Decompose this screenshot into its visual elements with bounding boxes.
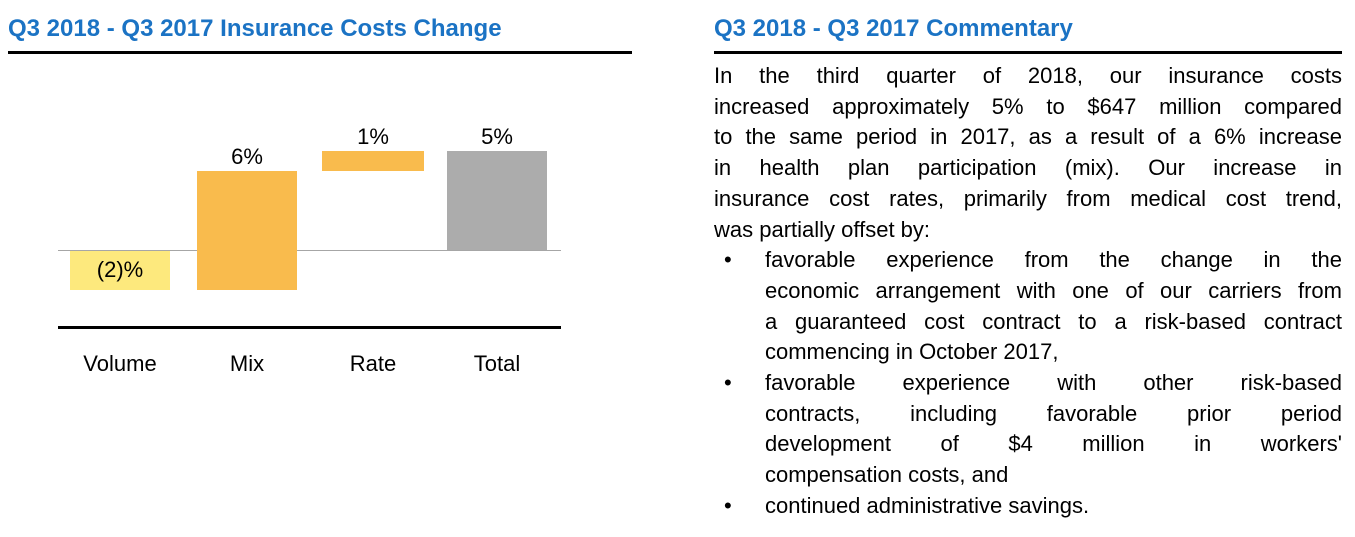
bar-volume — [70, 251, 170, 290]
chart-title-underline — [8, 51, 632, 54]
commentary-title-underline — [714, 51, 1342, 54]
commentary-text-block: In the third quarter of 2018, our insura… — [714, 61, 1342, 522]
commentary-title: Q3 2018 - Q3 2017 Commentary — [714, 15, 1073, 42]
value-label-volume: (2)% — [96, 257, 144, 282]
category-label-total: Total — [473, 351, 521, 376]
bar-total — [447, 151, 547, 250]
bullet-line: contracts, including favorable prior per… — [765, 400, 1342, 426]
bullet-line: favorable experience from the change in … — [765, 247, 1342, 273]
bullet-line: economic arrangement with one of our car… — [765, 277, 1342, 303]
category-label-rate: Rate — [349, 351, 397, 376]
chart-baseline-rule — [58, 326, 561, 329]
chart-zero-axis-line — [58, 250, 561, 251]
bullet-line: commencing in October 2017, — [765, 339, 1059, 365]
bullet-icon: • — [724, 492, 732, 518]
bullet-text: favorable experience from the change in … — [765, 245, 1342, 368]
bullet-icon: • — [724, 370, 732, 396]
bullet-line: development of $4 million in workers' — [765, 431, 1342, 457]
paragraph-line: in health plan participation (mix). Our … — [714, 155, 1342, 181]
bullet-text: continued administrative savings. — [765, 491, 1342, 522]
paragraph-line: was partially offset by: — [714, 216, 931, 242]
bar-rate — [322, 151, 424, 171]
chart-title: Q3 2018 - Q3 2017 Insurance Costs Change — [8, 15, 502, 42]
value-label-total: 5% — [481, 124, 513, 149]
paragraph-line: to the same period in 2017, as a result … — [714, 124, 1342, 150]
bar-mix — [197, 170, 297, 290]
value-label-mix: 6% — [231, 143, 263, 169]
bullet-item: • continued administrative savings. — [714, 491, 1342, 522]
bullet-icon: • — [724, 247, 732, 273]
bullet-item: • favorable experience from the change in… — [714, 245, 1342, 368]
category-label-mix: Mix — [229, 351, 265, 376]
paragraph-line: insurance cost rates, primarily from med… — [714, 185, 1342, 211]
bullet-text: favorable experience with other risk-bas… — [765, 368, 1342, 491]
bullet-line: compensation costs, and — [765, 462, 1009, 488]
bullet-line: a guaranteed cost contract to a risk-bas… — [765, 308, 1342, 334]
category-label-volume: Volume — [83, 351, 157, 376]
value-label-rate: 1% — [357, 124, 389, 149]
waterfall-chart: (2)% Volume 6% Mix 1% Rate 5% Total — [0, 0, 680, 400]
bullet-line: continued administrative savings. — [765, 492, 1090, 518]
paragraph-line: increased approximately 5% to $647 milli… — [714, 93, 1342, 119]
bullet-item: • favorable experience with other risk-ba… — [714, 368, 1342, 491]
bullet-line: favorable experience with other risk-bas… — [765, 370, 1342, 396]
paragraph-line: In the third quarter of 2018, our insura… — [714, 63, 1342, 88]
